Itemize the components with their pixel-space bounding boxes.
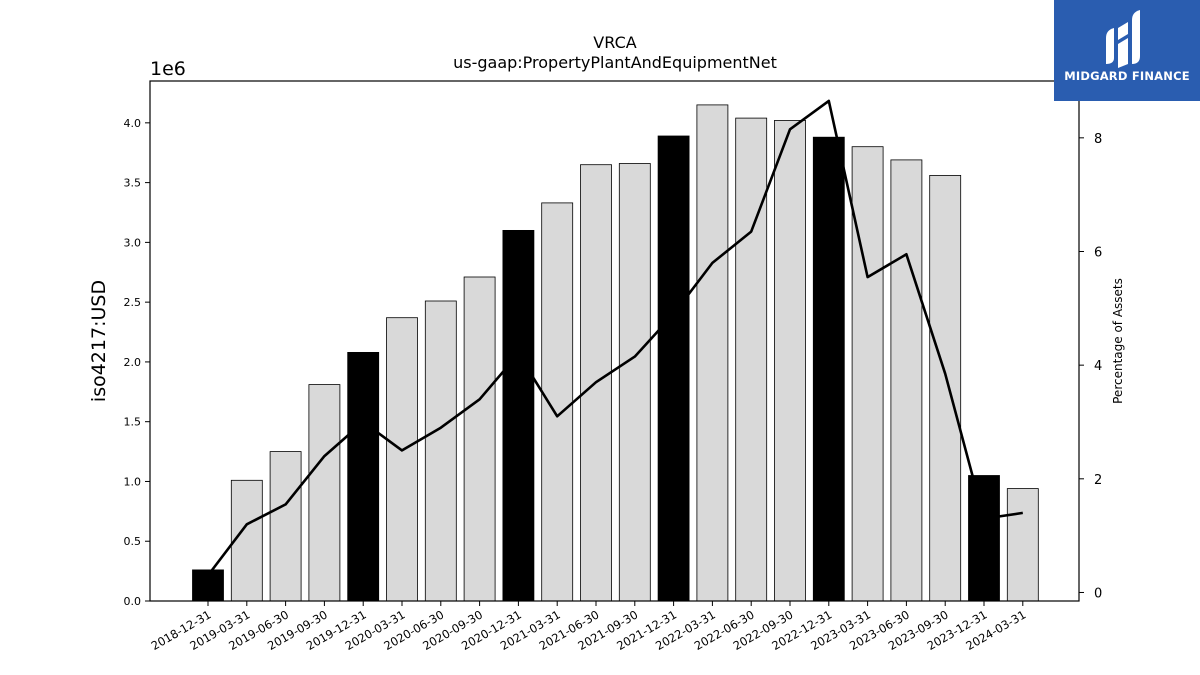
- y2-tick-label: 0: [1094, 586, 1102, 601]
- y-tick-label: 2.5: [124, 296, 142, 309]
- logo-text: MIDGARD FINANCE: [1064, 69, 1190, 83]
- y-tick-label: 4.0: [124, 117, 142, 130]
- bar-2023-09-30: [929, 174, 962, 602]
- y-tick-label: 0.5: [124, 535, 142, 548]
- bar-2020-03-31: [386, 317, 418, 602]
- chart-title: VRCA: [593, 33, 636, 52]
- bars-group: [192, 104, 1039, 602]
- plot-frame: [149, 80, 1080, 602]
- chart-subtitle: us-gaap:PropertyPlantAndEquipmentNet: [453, 53, 777, 72]
- y2-tick-label: 8: [1094, 132, 1102, 147]
- y2-tick-label: 6: [1094, 245, 1102, 260]
- bar-2021-12-31: [657, 135, 690, 602]
- bar-2019-12-31: [347, 351, 380, 602]
- line-group: [206, 99, 1023, 577]
- y-tick-label: 3.5: [124, 177, 142, 190]
- y-tick-label: 2.0: [124, 356, 142, 369]
- logo: MIDGARD FINANCE: [1054, 0, 1200, 101]
- bar-2022-06-30: [735, 117, 768, 602]
- logo-mark-icon: [1106, 10, 1140, 68]
- bar-2020-12-31: [502, 229, 535, 602]
- bar-2021-09-30: [618, 163, 651, 602]
- bar-2024-03-31: [1006, 488, 1039, 602]
- y-axis-label: iso4217:USD: [88, 280, 110, 402]
- y2-tick-label: 4: [1094, 359, 1102, 374]
- bar-2023-12-31: [968, 475, 1000, 602]
- bar-2022-12-31: [812, 136, 845, 602]
- y-tick-label: 1.5: [124, 416, 142, 429]
- y-tick-label: 3.0: [124, 236, 142, 249]
- bar-2019-03-31: [230, 479, 263, 602]
- bar-2023-06-30: [890, 159, 923, 602]
- bar-2019-09-30: [308, 384, 341, 602]
- y-tick-label: 0.0: [124, 595, 142, 608]
- y-multiplier-label: 1e6: [150, 58, 186, 80]
- bar-2019-06-30: [269, 451, 302, 602]
- bar-2023-03-31: [851, 146, 884, 602]
- bar-2022-03-31: [696, 104, 729, 602]
- bar-2022-09-30: [774, 120, 806, 602]
- percentage-line: [206, 99, 1023, 577]
- bar-2020-09-30: [463, 276, 496, 602]
- y-tick-label: 1.0: [124, 475, 142, 488]
- bar-2021-03-31: [541, 202, 574, 602]
- bar-2020-06-30: [424, 300, 457, 602]
- y2-tick-label: 2: [1094, 473, 1102, 488]
- y2-axis-label: Percentage of Assets: [1111, 278, 1125, 404]
